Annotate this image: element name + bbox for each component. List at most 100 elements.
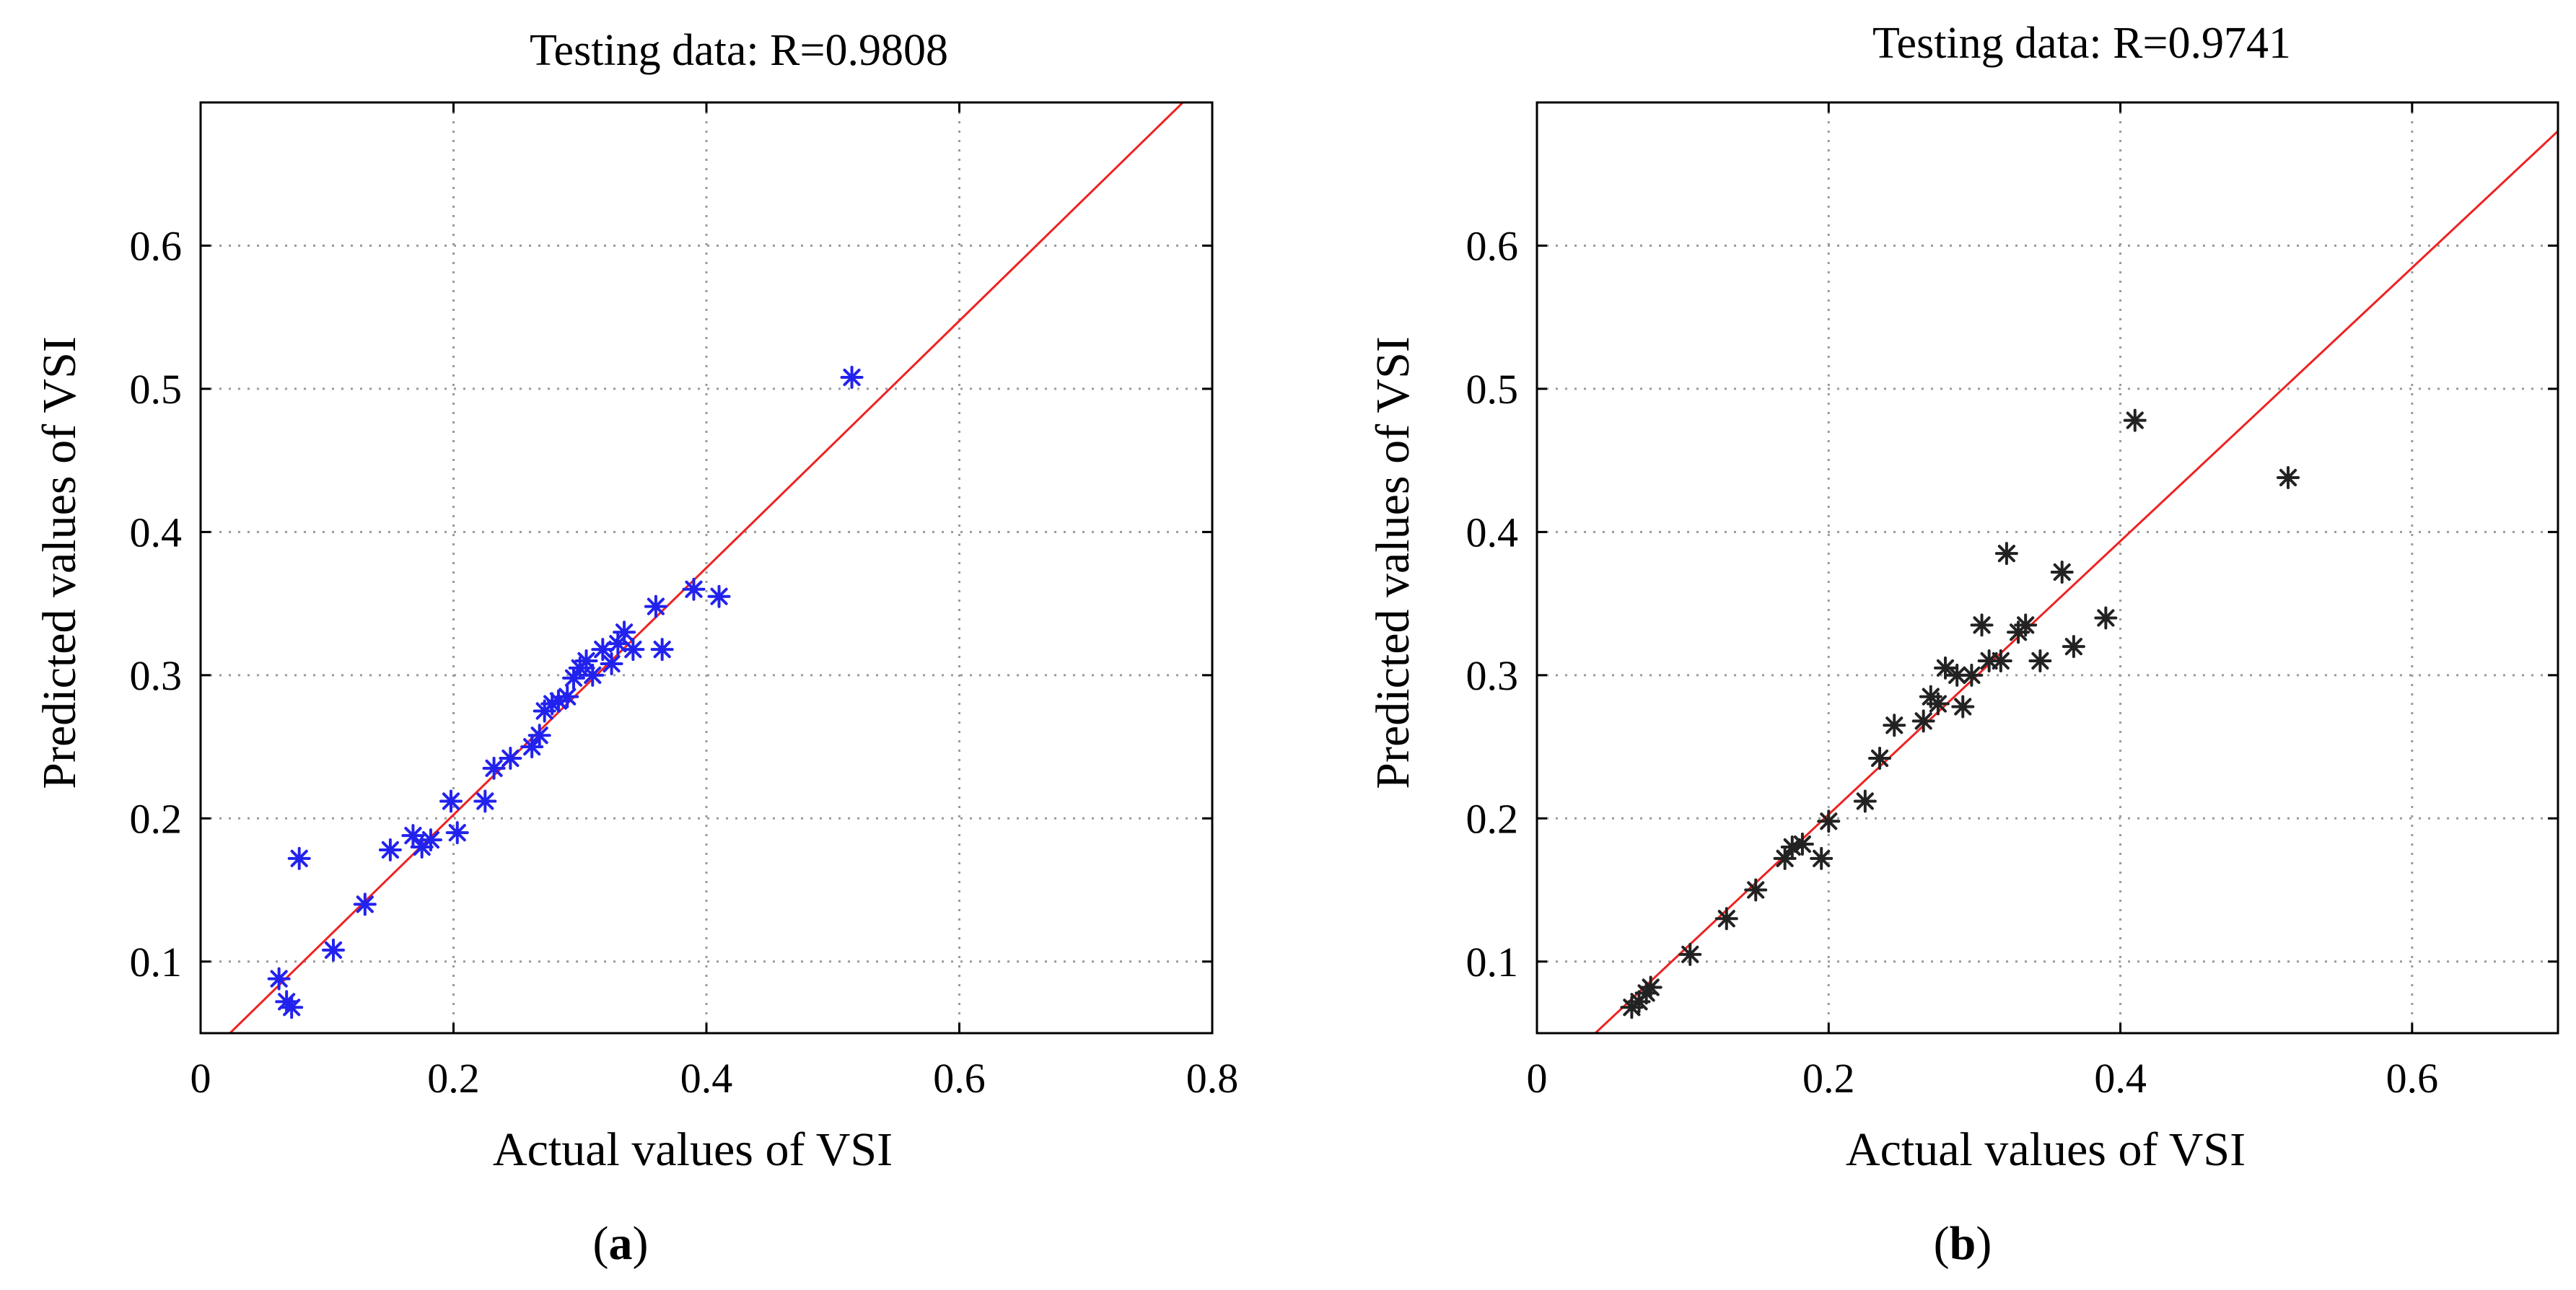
data-point-a-13 (482, 756, 506, 780)
data-point-a-34 (840, 366, 864, 390)
axes-box-b (1535, 101, 2559, 1035)
data-point-a-20 (556, 685, 579, 708)
y-tick-label-a-5: 0.6 (130, 222, 183, 269)
plot-area-b: 0 0.2 0.4 0.6 0.1 0.2 0.3 0.4 0.5 0.6 (1466, 101, 2559, 1102)
data-point-b-32 (2123, 408, 2147, 432)
data-point-b-23 (1977, 649, 2001, 672)
caption-b: (b) (1934, 1217, 1992, 1270)
data-point-a-28 (613, 620, 636, 644)
data-point-b-22 (1970, 613, 1994, 637)
data-point-b-30 (2062, 635, 2085, 659)
data-point-a-27 (606, 632, 630, 656)
x-tick-label-a-1: 0.2 (427, 1055, 480, 1102)
data-point-b-29 (2050, 560, 2074, 584)
data-point-b-12 (1853, 789, 1877, 813)
data-point-b-14 (1883, 714, 1906, 737)
data-point-a-14 (499, 746, 522, 770)
x-tick-label-a-2: 0.4 (680, 1055, 733, 1102)
x-tick-label-b-2: 0.4 (2094, 1055, 2147, 1102)
data-point-b-18 (1934, 656, 1957, 680)
data-point-a-18 (540, 692, 564, 716)
y-axis-label-text-a: Predicted values of VSI (33, 336, 86, 789)
ticks-b (1535, 102, 2558, 1033)
y-tick-label-b-0: 0.1 (1466, 939, 1519, 986)
data-point-a-19 (546, 689, 570, 713)
plot-area-a: 0 0.2 0.4 0.6 0.8 0.1 0.2 0.3 0.4 0.5 0.6 (130, 101, 1239, 1102)
y-tick-label-a-2: 0.3 (130, 652, 183, 699)
data-point-b-4 (1678, 942, 1702, 966)
data-point-b-11 (1817, 809, 1841, 833)
grid-b (1537, 102, 2558, 1033)
y-tick-label-a-1: 0.2 (130, 795, 183, 842)
data-point-a-15 (520, 735, 544, 759)
y-tick-label-a-4: 0.5 (130, 366, 183, 413)
data-point-a-12 (473, 789, 497, 813)
y-tick-label-b-4: 0.5 (1466, 366, 1519, 413)
y-tick-label-b-3: 0.4 (1466, 509, 1519, 556)
data-point-b-5 (1714, 907, 1738, 931)
data-point-a-10 (439, 789, 463, 813)
data-point-a-32 (682, 577, 706, 601)
data-point-b-13 (1868, 746, 1892, 770)
data-point-a-26 (600, 651, 623, 675)
chart-title-b: Testing data: R=0.9741 (1872, 19, 2291, 68)
data-point-b-6 (1744, 878, 1768, 902)
data-point-b-15 (1911, 709, 1935, 733)
data-point-b-3 (1639, 975, 1662, 999)
data-point-a-33 (707, 584, 731, 608)
data-point-a-7 (401, 824, 425, 848)
data-point-a-6 (378, 838, 402, 861)
x-tick-label-a-3: 0.6 (933, 1055, 986, 1102)
x-tick-label-b-0: 0 (1527, 1055, 1548, 1102)
data-point-b-27 (2014, 613, 2038, 637)
y-tick-label-b-1: 0.2 (1466, 795, 1519, 842)
y-axis-label-b: Predicted values of VSI (1367, 336, 1419, 789)
data-points-b (1620, 408, 2300, 1019)
data-point-b-9 (1790, 833, 1814, 856)
caption-close-b: ) (1976, 1217, 1992, 1270)
data-point-b-19 (1945, 663, 1969, 687)
caption-open-a: ( (593, 1217, 609, 1270)
data-point-a-2 (280, 996, 304, 1019)
data-point-a-31 (650, 638, 674, 662)
data-point-a-16 (527, 724, 551, 747)
chart-panel-b: Testing data: R=0.9741 Predicted values … (1367, 19, 2559, 1270)
data-point-b-25 (1994, 542, 2018, 566)
data-point-a-4 (322, 938, 346, 962)
x-axis-label-a: Actual values of VSI (493, 1123, 893, 1176)
y-tick-label-a-0: 0.1 (130, 939, 183, 986)
data-point-a-24 (581, 663, 605, 687)
fit-line-a (228, 102, 1185, 1033)
y-axis-label-a: Predicted values of VSI (33, 336, 86, 789)
caption-letter-a: a (609, 1217, 633, 1270)
x-tick-label-b-1: 0.2 (1802, 1055, 1855, 1102)
data-point-a-3 (287, 846, 311, 870)
x-tick-label-b-3: 0.6 (2386, 1055, 2439, 1102)
caption-close-a: ) (633, 1217, 649, 1270)
caption-open-b: ( (1934, 1217, 1950, 1270)
data-point-a-5 (353, 892, 377, 916)
caption-a: (a) (593, 1217, 649, 1270)
data-point-a-25 (591, 638, 615, 662)
x-tick-label-a-0: 0 (190, 1055, 211, 1102)
data-point-a-30 (644, 594, 667, 618)
data-point-b-31 (2094, 606, 2118, 630)
y-tick-label-b-5: 0.6 (1466, 222, 1519, 269)
data-point-a-8 (410, 835, 434, 859)
data-point-b-20 (1951, 695, 1975, 719)
y-axis-label-text-b: Predicted values of VSI (1367, 336, 1419, 789)
y-tick-label-a-3: 0.4 (130, 509, 183, 556)
chart-title-a: Testing data: R=0.9808 (530, 26, 948, 75)
y-tick-label-b-2: 0.3 (1466, 652, 1519, 699)
data-point-b-21 (1960, 663, 1984, 687)
chart-panel-a: Testing data: R=0.9808 Predicted values … (33, 26, 1238, 1270)
data-point-a-9 (419, 828, 442, 852)
data-point-b-8 (1780, 835, 1804, 859)
x-tick-label-a-4: 0.8 (1186, 1055, 1239, 1102)
data-point-b-24 (1989, 649, 2012, 672)
caption-letter-b: b (1950, 1217, 1976, 1270)
data-point-b-10 (1810, 846, 1834, 870)
data-point-b-7 (1773, 846, 1797, 870)
